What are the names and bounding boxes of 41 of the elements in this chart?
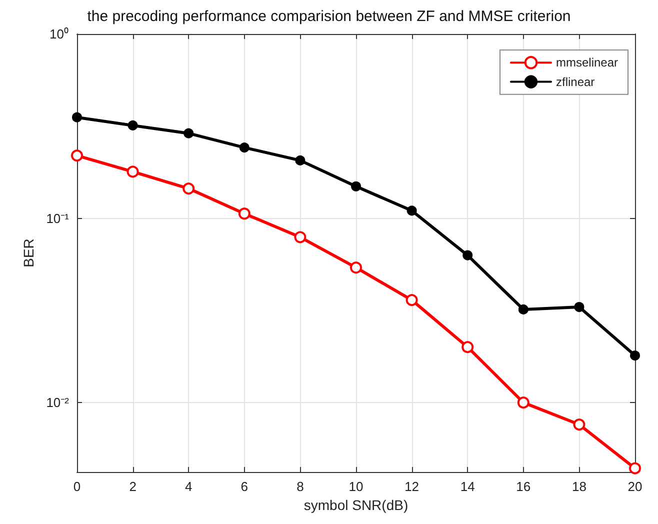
x-tick-label: 6 (240, 479, 248, 494)
x-tick-label: 2 (129, 479, 136, 494)
point (350, 262, 362, 274)
point (462, 250, 473, 260)
x-tick-label: 20 (628, 479, 642, 494)
point (629, 462, 641, 474)
legend-label: zflinear (556, 74, 595, 89)
y-tick-label: 10⁰ (50, 26, 69, 42)
point (406, 294, 418, 306)
x-tick-label: 10 (348, 479, 364, 494)
x-tick-label: 18 (572, 479, 586, 494)
x-tick-label: 8 (296, 479, 304, 494)
point (294, 231, 306, 244)
point (182, 182, 195, 195)
point (295, 155, 306, 166)
point (406, 206, 417, 216)
point (462, 341, 474, 354)
x-axis-title: symbol SNR(dB) (304, 496, 408, 513)
point (71, 150, 83, 162)
x-tick-label: 12 (404, 479, 420, 494)
x-tick-label: 4 (184, 479, 192, 494)
point (238, 208, 250, 220)
point (128, 120, 138, 130)
y-axis-title: BER (20, 238, 36, 268)
y-tick-label: 10⁻² (46, 395, 70, 410)
x-tick-label: 16 (516, 479, 531, 494)
x-tick-label: 14 (460, 479, 475, 494)
point (184, 128, 194, 138)
point (351, 181, 361, 192)
point (574, 302, 584, 312)
legend-label: mmselinear (556, 56, 618, 70)
point (517, 396, 530, 409)
point (126, 166, 139, 178)
point (630, 350, 640, 361)
point (518, 304, 528, 314)
point (239, 142, 250, 153)
point (573, 418, 586, 431)
x-tick-label: 0 (73, 479, 81, 494)
point (72, 112, 82, 122)
y-tick-label: 10⁻¹ (46, 210, 70, 226)
chart-title: the precoding performance comparision between ZF and MMSE criterion (87, 8, 571, 25)
